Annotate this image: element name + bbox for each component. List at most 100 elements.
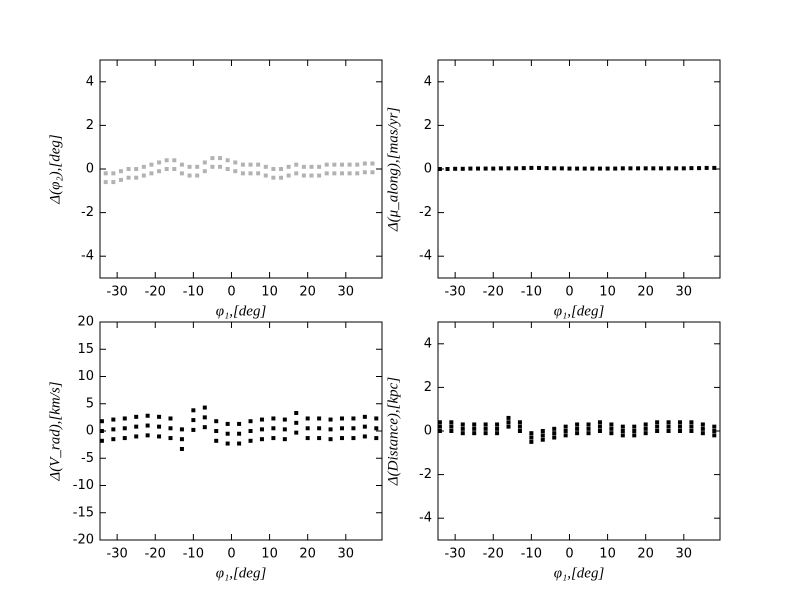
point bbox=[237, 441, 242, 446]
y-tick-label: -20 bbox=[73, 533, 94, 548]
x-tick-label: -10 bbox=[183, 547, 204, 562]
point bbox=[689, 166, 694, 171]
point bbox=[521, 166, 526, 171]
point bbox=[164, 167, 169, 171]
point bbox=[191, 427, 196, 432]
point bbox=[355, 171, 360, 176]
point bbox=[514, 166, 519, 171]
point bbox=[118, 177, 123, 182]
y-tick-label: 0 bbox=[424, 424, 432, 439]
point bbox=[445, 167, 450, 171]
point bbox=[597, 420, 602, 425]
point bbox=[658, 166, 663, 171]
point bbox=[179, 171, 184, 176]
point bbox=[179, 437, 184, 442]
point bbox=[164, 158, 169, 163]
x-tick-label: -10 bbox=[521, 285, 542, 300]
point bbox=[218, 164, 223, 169]
point bbox=[628, 166, 633, 171]
point bbox=[118, 169, 123, 174]
point bbox=[237, 421, 242, 426]
y-axis-label: Δ(φ₂),[deg] bbox=[47, 134, 63, 205]
point bbox=[643, 166, 648, 171]
point bbox=[347, 171, 352, 176]
point bbox=[168, 426, 173, 431]
point bbox=[563, 433, 568, 438]
point bbox=[179, 446, 184, 451]
point bbox=[355, 162, 360, 167]
x-tick-label: 30 bbox=[338, 547, 355, 562]
point bbox=[704, 165, 709, 170]
point bbox=[666, 166, 671, 171]
point bbox=[271, 167, 276, 171]
point bbox=[339, 426, 344, 431]
point bbox=[632, 433, 637, 438]
point bbox=[134, 434, 139, 439]
y-tick-label: -10 bbox=[73, 478, 94, 493]
point bbox=[575, 431, 580, 436]
point bbox=[506, 166, 511, 171]
y-axis-label: Δ(Distance),[kpc] bbox=[385, 377, 401, 487]
x-tick-label: 20 bbox=[637, 547, 654, 562]
point bbox=[370, 161, 375, 166]
point bbox=[134, 167, 139, 171]
axes-frame bbox=[437, 321, 721, 541]
x-tick-label: 0 bbox=[565, 285, 573, 300]
point bbox=[248, 429, 253, 433]
point bbox=[590, 166, 595, 171]
point bbox=[374, 416, 379, 421]
point bbox=[214, 419, 219, 424]
point bbox=[248, 171, 253, 176]
point bbox=[712, 424, 717, 429]
x-tick-label: -30 bbox=[445, 547, 466, 562]
point bbox=[271, 175, 276, 180]
point bbox=[145, 423, 150, 428]
x-tick-label: -30 bbox=[107, 547, 128, 562]
point bbox=[449, 429, 454, 433]
point bbox=[282, 427, 287, 432]
y-tick-label: -2 bbox=[81, 205, 94, 220]
point bbox=[677, 429, 682, 433]
point bbox=[294, 430, 299, 435]
point bbox=[472, 426, 477, 431]
point bbox=[122, 416, 127, 421]
point bbox=[157, 169, 162, 174]
point bbox=[141, 173, 146, 178]
point bbox=[609, 422, 614, 427]
x-tick-label: 10 bbox=[261, 547, 278, 562]
x-tick-label: 0 bbox=[565, 547, 573, 562]
point bbox=[681, 166, 686, 171]
point bbox=[324, 171, 329, 176]
point bbox=[210, 164, 215, 169]
point bbox=[317, 416, 322, 421]
point bbox=[145, 433, 150, 438]
point bbox=[122, 436, 127, 441]
x-tick-label: 20 bbox=[299, 285, 316, 300]
point bbox=[149, 162, 154, 167]
y-tick-label: -4 bbox=[419, 249, 432, 264]
point bbox=[271, 426, 276, 431]
axes-frame bbox=[99, 59, 383, 279]
point bbox=[643, 426, 648, 431]
point bbox=[305, 436, 310, 441]
y-tick-label: -15 bbox=[73, 505, 94, 520]
point bbox=[263, 173, 268, 178]
x-tick-label: 0 bbox=[227, 547, 235, 562]
point bbox=[517, 420, 522, 425]
point bbox=[476, 166, 481, 171]
point bbox=[99, 438, 104, 443]
point bbox=[536, 165, 541, 170]
point bbox=[575, 426, 580, 431]
point bbox=[613, 166, 618, 171]
point bbox=[202, 160, 207, 165]
point bbox=[374, 426, 379, 431]
y-tick-label: 5 bbox=[86, 396, 94, 411]
point bbox=[149, 171, 154, 176]
point bbox=[655, 420, 660, 425]
point bbox=[286, 173, 291, 178]
point bbox=[506, 420, 511, 425]
x-axis-label: φ₁,[deg] bbox=[216, 565, 267, 581]
point bbox=[362, 434, 367, 439]
point bbox=[214, 429, 219, 433]
